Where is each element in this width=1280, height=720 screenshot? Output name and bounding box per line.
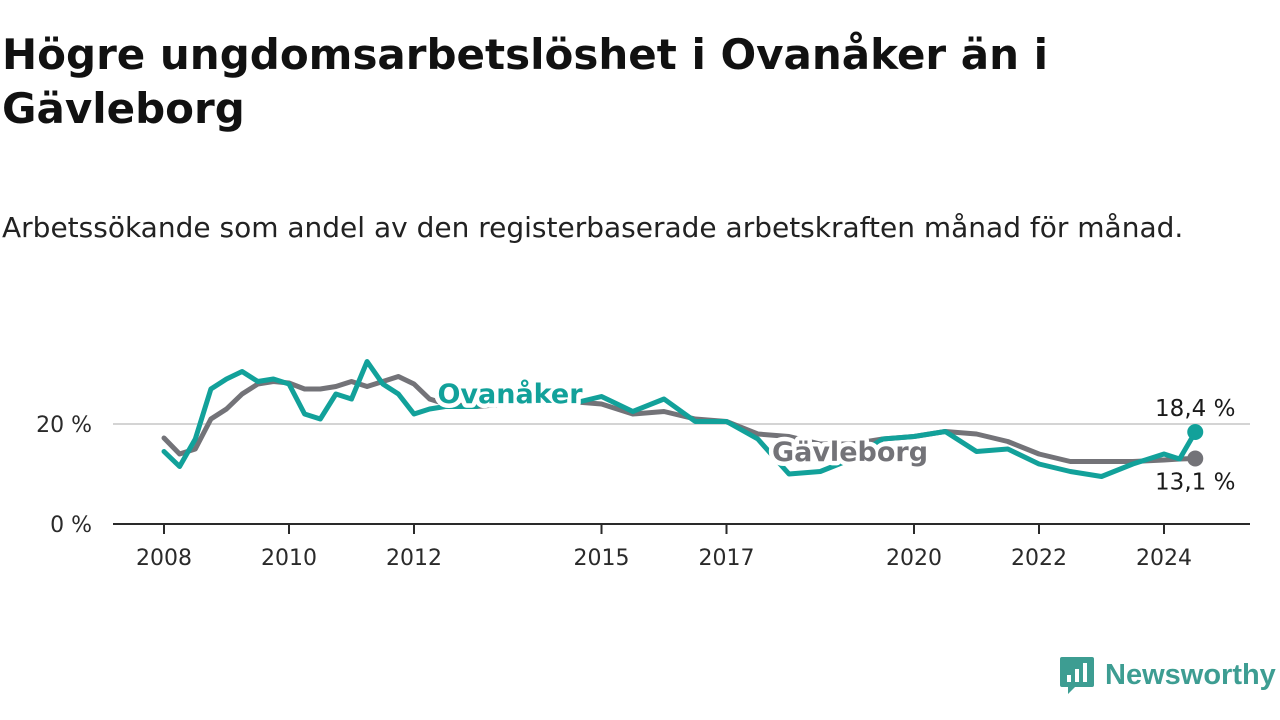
end-label-ovanaker: 18,4 % xyxy=(1155,396,1235,422)
x-axis xyxy=(113,523,1250,534)
chart-subtitle: Arbetssökande som andel av den registerb… xyxy=(2,211,1184,244)
newsworthy-logo: Newsworthy xyxy=(1059,655,1276,695)
y-tick-label: 20 % xyxy=(36,413,92,438)
x-tick-label: 2008 xyxy=(136,546,192,571)
newsworthy-logo-icon xyxy=(1060,657,1094,694)
logo-text: Newsworthy xyxy=(1105,658,1276,691)
x-tick-label: 2015 xyxy=(574,546,630,571)
end-point-gavleborg xyxy=(1187,450,1204,467)
series-label-ovanaker: Ovanåker xyxy=(437,378,583,410)
series-layer xyxy=(161,359,1204,479)
chart-title: Högre ungdomsarbetslöshet i Ovanåker än … xyxy=(2,30,1049,133)
x-tick-label: 2022 xyxy=(1011,546,1067,571)
x-tick-label: 2010 xyxy=(261,546,317,571)
x-tick-label: 2020 xyxy=(886,546,942,571)
y-tick-label: 0 % xyxy=(50,513,92,538)
series-line-ovanaker xyxy=(161,359,1198,479)
series-label-gavleborg: Gävleborg xyxy=(772,437,928,468)
x-tick-label: 2012 xyxy=(386,546,442,571)
x-tick-label: 2024 xyxy=(1136,546,1192,571)
end-label-gavleborg: 13,1 % xyxy=(1155,470,1235,496)
x-tick-label: 2017 xyxy=(699,546,755,571)
end-point-ovanaker xyxy=(1187,424,1204,440)
label-layer: 0 % 20 % 2008 2010 2012 2015 2017 2020 2022 2024 O… xyxy=(36,374,1235,572)
